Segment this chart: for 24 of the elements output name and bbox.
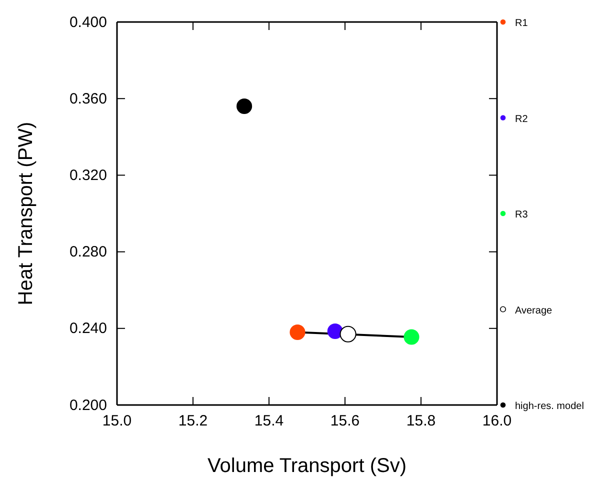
x-tick-label: 15.2 [178, 412, 208, 430]
x-axis-title: Volume Transport (Sv) [208, 455, 406, 477]
legend-label: high-res. model [515, 401, 584, 412]
point [327, 324, 343, 340]
y-tick-label: 0.360 [69, 90, 107, 108]
legend-label: R3 [515, 210, 528, 220]
x-tick-label: 15.4 [254, 412, 284, 430]
y-tick-label: 0.240 [69, 320, 107, 338]
point [290, 324, 306, 340]
x-tick-label: 15.6 [330, 412, 360, 430]
y-axis-title: Heat Transport (PW) [15, 122, 37, 306]
x-tick-label: 15.8 [406, 412, 436, 430]
x-tick-label: 16.0 [482, 412, 512, 430]
point [340, 326, 356, 342]
y-tick-label: 0.280 [69, 244, 107, 261]
y-tick-label: 0.200 [69, 396, 107, 414]
y-tick-label: 0.400 [69, 14, 107, 31]
x-tick-label: 15.0 [102, 412, 132, 430]
legend-label: R1 [515, 18, 528, 29]
y-tick-label: 0.320 [69, 167, 107, 184]
legend-label: R2 [515, 114, 528, 125]
point [236, 98, 252, 114]
point [404, 329, 420, 345]
legend-label: Average [515, 305, 553, 316]
